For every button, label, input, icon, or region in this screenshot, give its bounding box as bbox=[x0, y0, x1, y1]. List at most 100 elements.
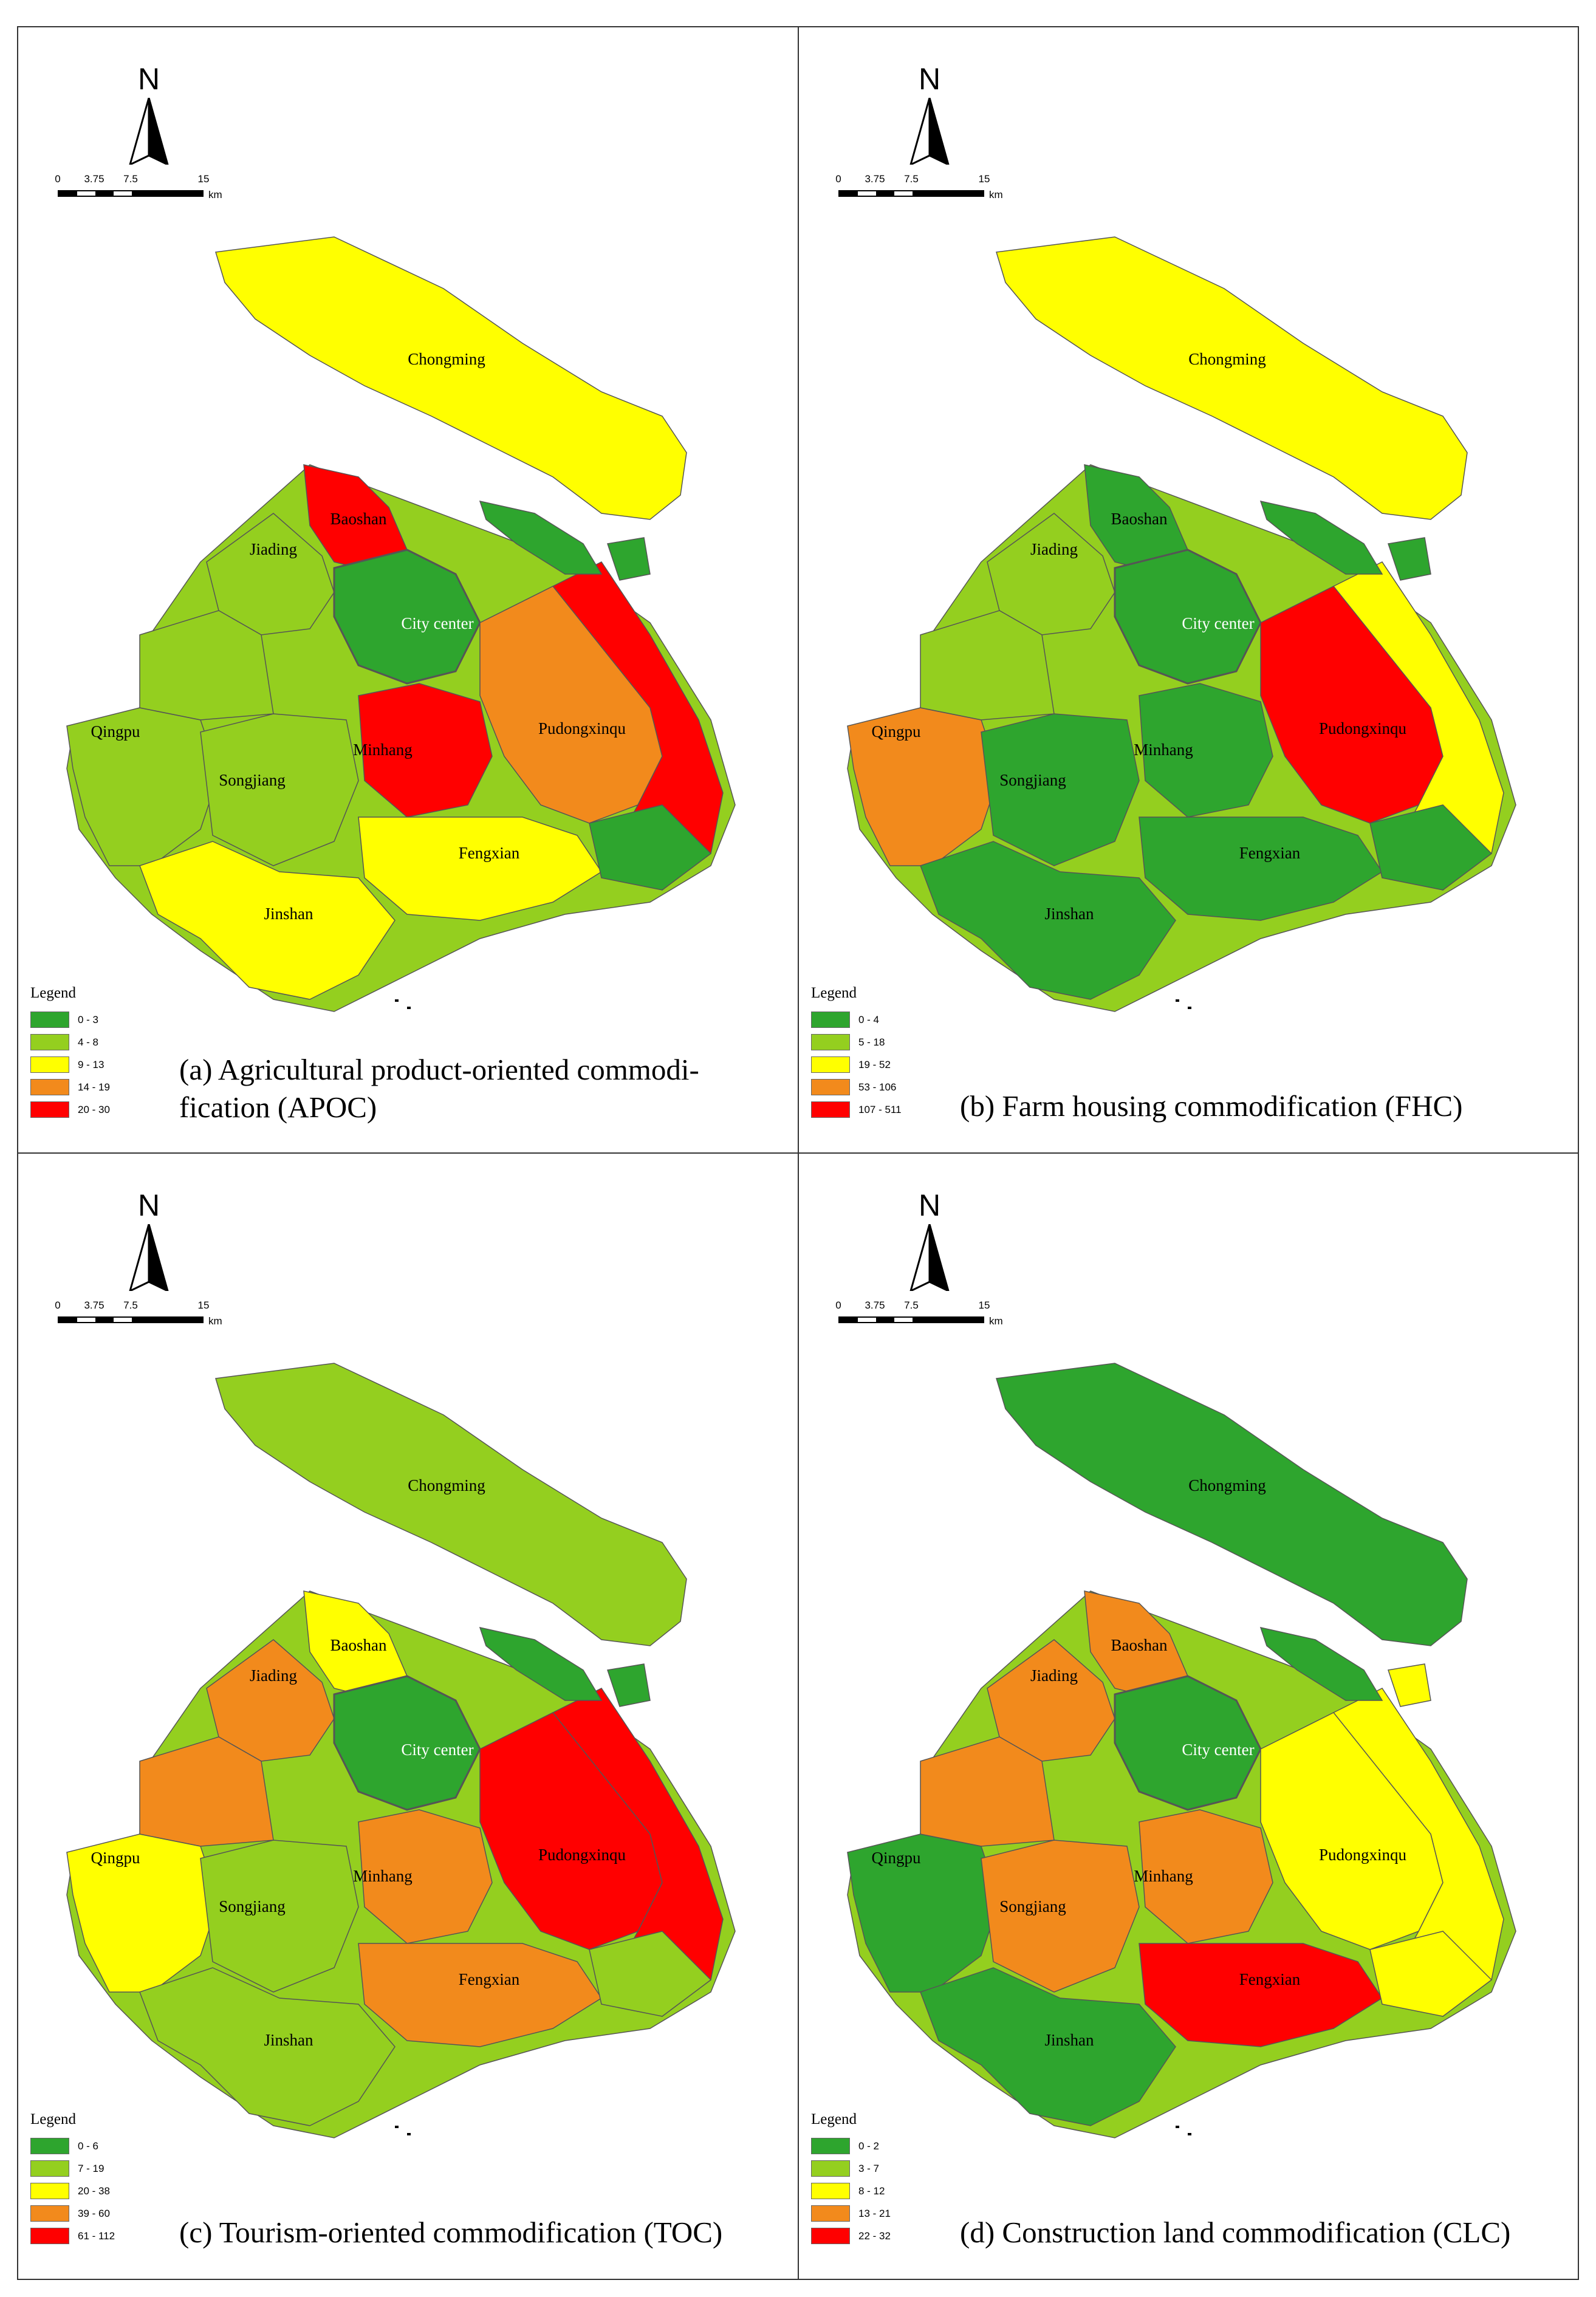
label-chongming: Chongming bbox=[1188, 1476, 1266, 1494]
district-fengxian bbox=[358, 816, 603, 921]
panel-caption: (c) Tourism-oriented commodification (TO… bbox=[179, 2214, 722, 2251]
legend-label: 20 - 38 bbox=[78, 2185, 110, 2197]
label-minhang: Minhang bbox=[1134, 741, 1193, 759]
islet-0 bbox=[1176, 2126, 1179, 2128]
north-arrow-icon bbox=[909, 98, 950, 165]
islet-0 bbox=[395, 2126, 399, 2128]
legend-title: Legend bbox=[30, 985, 76, 1001]
district-hengsha bbox=[1388, 1663, 1431, 1707]
label-jiading: Jiading bbox=[250, 540, 297, 558]
legend: Legend 0 - 2 3 - 7 8 - 12 13 - 21 22 - 32 bbox=[811, 2110, 957, 2247]
scale-unit: km bbox=[208, 1315, 222, 1327]
district-minhang bbox=[1139, 1809, 1273, 1944]
legend-item: 107 - 511 bbox=[811, 1098, 957, 1121]
legend-item: 20 - 38 bbox=[30, 2180, 176, 2202]
caption-line-1: (d) Construction land commodification (C… bbox=[960, 2216, 1511, 2249]
legend-label: 3 - 7 bbox=[858, 2162, 880, 2174]
legend-item: 4 - 8 bbox=[30, 1031, 176, 1053]
legend-label: 39 - 60 bbox=[78, 2207, 110, 2219]
district-hengsha bbox=[607, 537, 651, 581]
district-minhang bbox=[1139, 683, 1273, 818]
label-jiading: Jiading bbox=[1030, 1666, 1078, 1685]
label-pudongxinqu: Pudongxinqu bbox=[538, 719, 626, 738]
north-arrow: N bbox=[896, 1190, 963, 1293]
legend-swatch bbox=[30, 1012, 69, 1028]
map-panel-c: Chongming Baoshan Jiading City center Qingpu… bbox=[18, 1154, 798, 2279]
legend-label: 13 - 21 bbox=[858, 2207, 891, 2219]
label-songjiang: Songjiang bbox=[219, 1897, 286, 1915]
district-changxing bbox=[479, 500, 603, 575]
legend: Legend 0 - 4 5 - 18 19 - 52 53 - 106 107 - 51… bbox=[811, 984, 957, 1121]
choropleth-map: Chongming Baoshan Jiading City center Qingpu… bbox=[66, 1363, 736, 2138]
district-city-center bbox=[333, 1675, 481, 1811]
legend-swatch bbox=[811, 2138, 850, 2154]
legend-item: 8 - 12 bbox=[811, 2180, 957, 2202]
district-hengsha bbox=[607, 1663, 651, 1707]
label-fengxian: Fengxian bbox=[459, 1970, 520, 1988]
district-city-center bbox=[333, 549, 481, 685]
district-lower-fengxian bbox=[589, 804, 712, 891]
scale-bar-graphic bbox=[58, 1316, 204, 1323]
district-changxing bbox=[1259, 500, 1383, 575]
district-jinshan bbox=[920, 1967, 1176, 2126]
scale-tick: 15 bbox=[978, 173, 990, 185]
label-city-center: City center bbox=[401, 614, 473, 632]
legend-title: Legend bbox=[30, 2111, 76, 2128]
caption-line-2: fication (APOC) bbox=[179, 1090, 377, 1124]
legend-swatch bbox=[811, 2183, 850, 2199]
district-lower-fengxian bbox=[1369, 1931, 1493, 2017]
district-lower-fengxian bbox=[1369, 804, 1493, 891]
scale-tick: 3.75 bbox=[865, 173, 885, 185]
legend-label: 61 - 112 bbox=[78, 2230, 115, 2242]
legend-label: 9 - 13 bbox=[78, 1058, 104, 1070]
map-panel-d: Chongming Baoshan Jiading City center Qingpu… bbox=[799, 1154, 1579, 2279]
legend-item: 19 - 52 bbox=[811, 1053, 957, 1076]
north-arrow: N bbox=[115, 64, 182, 167]
caption-line-1: (a) Agricultural product-oriented commod… bbox=[179, 1053, 699, 1086]
legend-label: 0 - 2 bbox=[858, 2140, 880, 2152]
label-jinshan: Jinshan bbox=[264, 905, 314, 923]
scale-tick: 7.5 bbox=[123, 173, 138, 185]
legend-swatch bbox=[811, 1101, 850, 1118]
scale-tick: 0 bbox=[835, 1299, 841, 1311]
legend-swatch bbox=[30, 2183, 69, 2199]
legend-swatch bbox=[30, 1034, 69, 1050]
district-west-belt bbox=[920, 610, 1055, 721]
label-city-center: City center bbox=[1182, 614, 1254, 632]
label-baoshan: Baoshan bbox=[1111, 1636, 1168, 1654]
label-qingpu: Qingpu bbox=[91, 1849, 141, 1867]
legend-swatch bbox=[811, 1034, 850, 1050]
label-jiading: Jiading bbox=[250, 1666, 297, 1685]
scale-bar: 0 3.75 7.5 15 km bbox=[55, 173, 258, 210]
district-songjiang bbox=[200, 1840, 359, 1993]
islet-1 bbox=[1188, 2133, 1191, 2135]
panel-caption: (d) Construction land commodification (C… bbox=[960, 2214, 1510, 2251]
legend: Legend 0 - 6 7 - 19 20 - 38 39 - 60 61 - 112 bbox=[30, 2110, 176, 2247]
legend-swatch bbox=[811, 2205, 850, 2222]
islet-0 bbox=[1176, 999, 1179, 1002]
map-panel-b: Chongming Baoshan Jiading City center Qingpu… bbox=[799, 27, 1579, 1152]
legend-label: 7 - 19 bbox=[78, 2162, 104, 2174]
scale-tick: 0 bbox=[55, 1299, 61, 1311]
legend: Legend 0 - 3 4 - 8 9 - 13 14 - 19 20 - 30 bbox=[30, 984, 176, 1121]
label-pudongxinqu: Pudongxinqu bbox=[538, 1846, 626, 1864]
district-changxing bbox=[479, 1626, 603, 1701]
legend-label: 53 - 106 bbox=[858, 1081, 897, 1093]
caption-line-1: (c) Tourism-oriented commodification (TO… bbox=[179, 2216, 723, 2249]
legend-item: 13 - 21 bbox=[811, 2202, 957, 2225]
legend-item: 20 - 30 bbox=[30, 1098, 176, 1121]
north-label: N bbox=[918, 62, 941, 96]
legend-swatch bbox=[811, 2228, 850, 2244]
label-jinshan: Jinshan bbox=[264, 2031, 314, 2049]
label-fengxian: Fengxian bbox=[459, 844, 520, 862]
legend-swatch bbox=[811, 1012, 850, 1028]
scale-tick: 3.75 bbox=[865, 1299, 885, 1311]
north-arrow: N bbox=[115, 1190, 182, 1293]
legend-swatch bbox=[30, 1101, 69, 1118]
north-label: N bbox=[137, 1188, 160, 1222]
legend-item: 53 - 106 bbox=[811, 1076, 957, 1098]
north-arrow-icon bbox=[129, 1224, 169, 1291]
scale-tick: 7.5 bbox=[123, 1299, 138, 1311]
district-chongming bbox=[996, 236, 1468, 520]
label-jiading: Jiading bbox=[1030, 540, 1078, 558]
